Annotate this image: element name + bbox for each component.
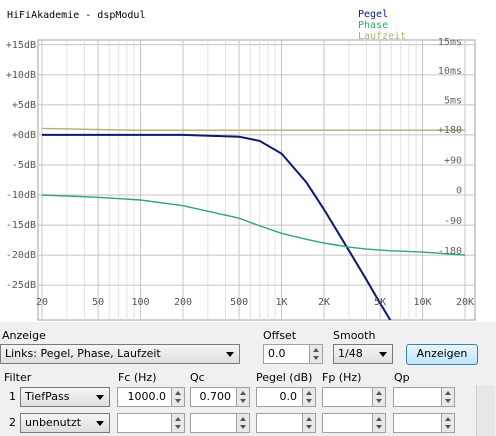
y-tick-label: -15dB [6,220,36,231]
x-tick-label: 2K [318,297,330,308]
qc-input[interactable]: 0.700 [190,387,250,407]
offset-label: Offset [263,329,297,342]
qc-spinner[interactable] [236,413,250,433]
column-header: Fc (Hz) [118,371,157,384]
x-tick-label: 20 [36,297,48,308]
row-index: 1 [9,390,16,403]
series-line [42,133,392,320]
anzeige-label: Anzeige [2,329,46,342]
qp-spinner[interactable] [441,387,455,407]
x-tick-label: 500 [230,297,248,308]
x-tick-label: 200 [174,297,192,308]
y-tick-label: -5dB [12,160,36,171]
pegel-input[interactable]: 0.0 [256,387,316,407]
y-tick-label: +0dB [12,130,36,141]
column-header: Filter [4,371,32,384]
row-index: 2 [9,416,16,429]
phase-tick-label: -180 [438,246,462,257]
offset-input[interactable]: 0.0 [263,344,323,364]
x-tick-label: 1K [276,297,288,308]
x-tick-label: 100 [132,297,150,308]
series-line [41,127,465,131]
pegel-spinner[interactable] [302,413,316,433]
phase-tick-label: 0 [456,186,462,197]
legend-entry: Laufzeit [358,31,406,42]
qp-spinner[interactable] [441,413,455,433]
y-tick-label: -25dB [6,280,36,291]
series-line [41,194,466,256]
x-tick-label: 10K [414,297,432,308]
fc-input[interactable]: 1000.0 [117,387,185,407]
y-tick-label: +10dB [6,70,36,81]
x-tick-label: 20K [456,297,474,308]
delay-tick-label: 15ms [438,37,462,48]
y-tick-label: -20dB [6,250,36,261]
column-header: Fp (Hz) [322,371,362,384]
anzeigen-button[interactable]: Anzeigen [406,344,478,365]
qc-spinner[interactable] [236,387,250,407]
column-header: Pegel (dB) [256,371,313,384]
phase-tick-label: -90 [444,216,462,227]
fp-spinner[interactable] [372,387,386,407]
filter-type-dropdown[interactable]: TiefPass [20,387,110,407]
anzeige-dropdown[interactable]: Links: Pegel, Phase, Laufzeit [0,344,240,364]
x-tick-label: 5K [374,297,386,308]
fc-spinner[interactable] [171,413,185,433]
smooth-label: Smooth [333,329,376,342]
legend-entry: Pegel [358,9,388,20]
scrollbar[interactable] [476,385,495,436]
y-tick-label: +15dB [6,40,36,51]
window-title: HiFiAkademie - dspModul [7,10,145,21]
fc-spinner[interactable] [171,387,185,407]
column-header: Qc [190,371,205,384]
x-tick-label: 50 [92,297,104,308]
y-tick-label: +5dB [12,100,36,111]
phase-tick-label: +180 [438,125,462,136]
legend-entry: Phase [358,20,388,31]
plot: HiFiAkademie - dspModul 20 50 100 200 500 1K 2… [0,0,496,322]
pegel-spinner[interactable] [302,387,316,407]
phase-tick-label: +90 [444,155,462,166]
filter-type-dropdown[interactable]: unbenutzt [20,413,110,433]
smooth-dropdown[interactable]: 1/48 [333,344,393,364]
plot-frame [37,39,476,321]
delay-tick-label: 10ms [438,66,462,77]
offset-spinner[interactable] [309,344,323,364]
y-tick-label: -10dB [6,190,36,201]
delay-tick-label: 5ms [444,96,462,107]
fp-spinner[interactable] [372,413,386,433]
column-header: Qp [394,371,410,384]
